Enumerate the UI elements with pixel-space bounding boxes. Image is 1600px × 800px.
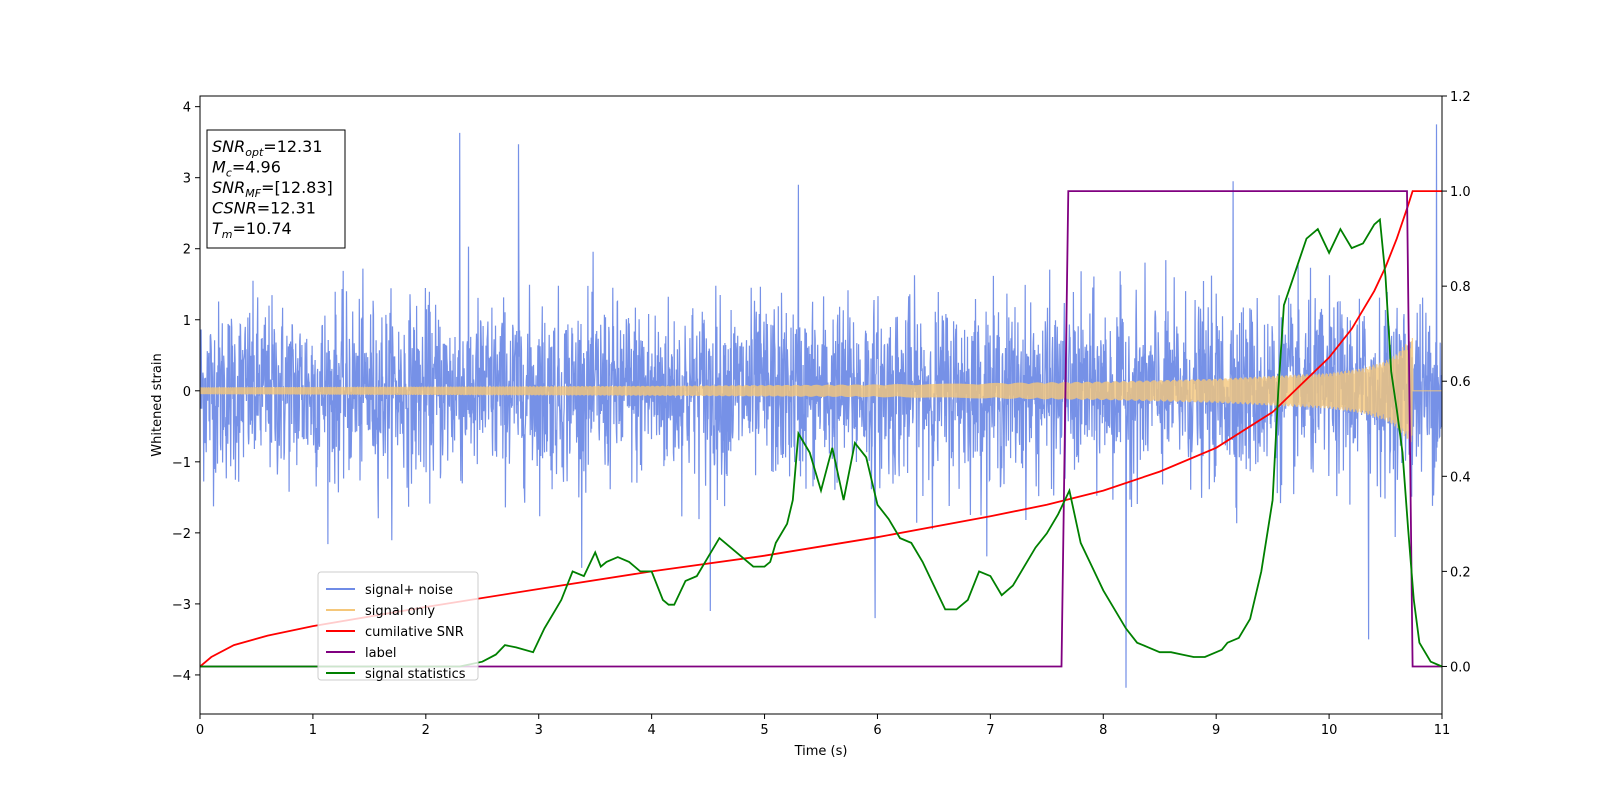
x-tick-label: 10 (1321, 723, 1338, 738)
info-line: Mc=4.96 (212, 158, 281, 180)
y-right-tick-label: 0.6 (1450, 375, 1471, 390)
x-tick-label: 1 (309, 723, 317, 738)
legend-label: label (365, 646, 396, 661)
y-axis-label: Whitened strain (150, 353, 165, 456)
info-line: SNRopt=12.31 (212, 137, 323, 159)
y-right-tick-label: 1.2 (1450, 90, 1471, 105)
y-left-tick-label: −3 (172, 598, 191, 613)
legend-label: signal+ noise (365, 583, 453, 598)
x-axis: 0 1 2 3 4 5 6 7 8 9 10 11 (196, 714, 1450, 738)
legend-frame (317, 571, 479, 681)
y-left-tick-label: 2 (183, 243, 191, 258)
x-tick-label: 8 (1099, 723, 1107, 738)
y-right-tick-label: 1.0 (1450, 185, 1471, 200)
series-signal-noise (200, 124, 1442, 688)
x-tick-label: 6 (873, 723, 881, 738)
y-left-tick-label: −2 (172, 527, 191, 542)
y-left-tick-label: −4 (172, 669, 191, 684)
info-lines: SNRopt=12.31Mc=4.96SNRMF=[12.83]CSNR=12.… (212, 137, 333, 241)
info-line: Tm=10.74 (212, 219, 292, 241)
x-tick-label: 4 (647, 723, 655, 738)
x-tick-label: 0 (196, 723, 204, 738)
x-axis-label: Time (s) (794, 744, 848, 759)
x-tick-label: 11 (1434, 723, 1451, 738)
legend-label: signal only (365, 604, 435, 619)
info-box-frame (206, 129, 346, 249)
x-tick-label: 5 (760, 723, 768, 738)
y-left-tick-label: 3 (183, 172, 191, 187)
series-label (200, 190, 1442, 668)
series-signal-statistics (200, 217, 1442, 668)
x-tick-label: 3 (535, 723, 543, 738)
legend-label: cumilative SNR (365, 625, 464, 640)
y-axis-left: −4 −3 −2 −1 0 1 2 3 4 (172, 101, 200, 684)
y-axis-right: 0.0 0.2 0.4 0.6 0.8 1.0 1.2 (1442, 90, 1471, 675)
series-layer (200, 124, 1442, 688)
legend: signal+ noise signal only cumilative SNR la… (317, 571, 479, 682)
x-tick-label: 2 (422, 723, 430, 738)
y-left-tick-label: 1 (183, 314, 191, 329)
x-tick-label: 9 (1212, 723, 1220, 738)
legend-items: signal+ noise signal only cumilative SNR la… (326, 583, 466, 682)
legend-label: signal statistics (365, 667, 466, 682)
series-cumilative-snr (200, 190, 1442, 668)
y-left-tick-label: −1 (172, 456, 191, 471)
y-right-tick-label: 0.8 (1450, 280, 1471, 295)
info-box: SNRopt=12.31Mc=4.96SNRMF=[12.83]CSNR=12.… (206, 129, 346, 249)
y-right-tick-label: 0.0 (1450, 660, 1471, 675)
y-left-tick-label: 4 (183, 101, 191, 116)
x-tick-label: 7 (986, 723, 994, 738)
series-signal-only (200, 337, 1442, 443)
y-right-tick-label: 0.2 (1450, 565, 1471, 580)
info-line: SNRMF=[12.83] (212, 178, 333, 200)
y-right-tick-label: 0.4 (1450, 470, 1471, 485)
y-left-tick-label: 0 (183, 385, 191, 400)
info-line: CSNR=12.31 (212, 199, 316, 218)
axes-frame (199, 95, 1443, 715)
